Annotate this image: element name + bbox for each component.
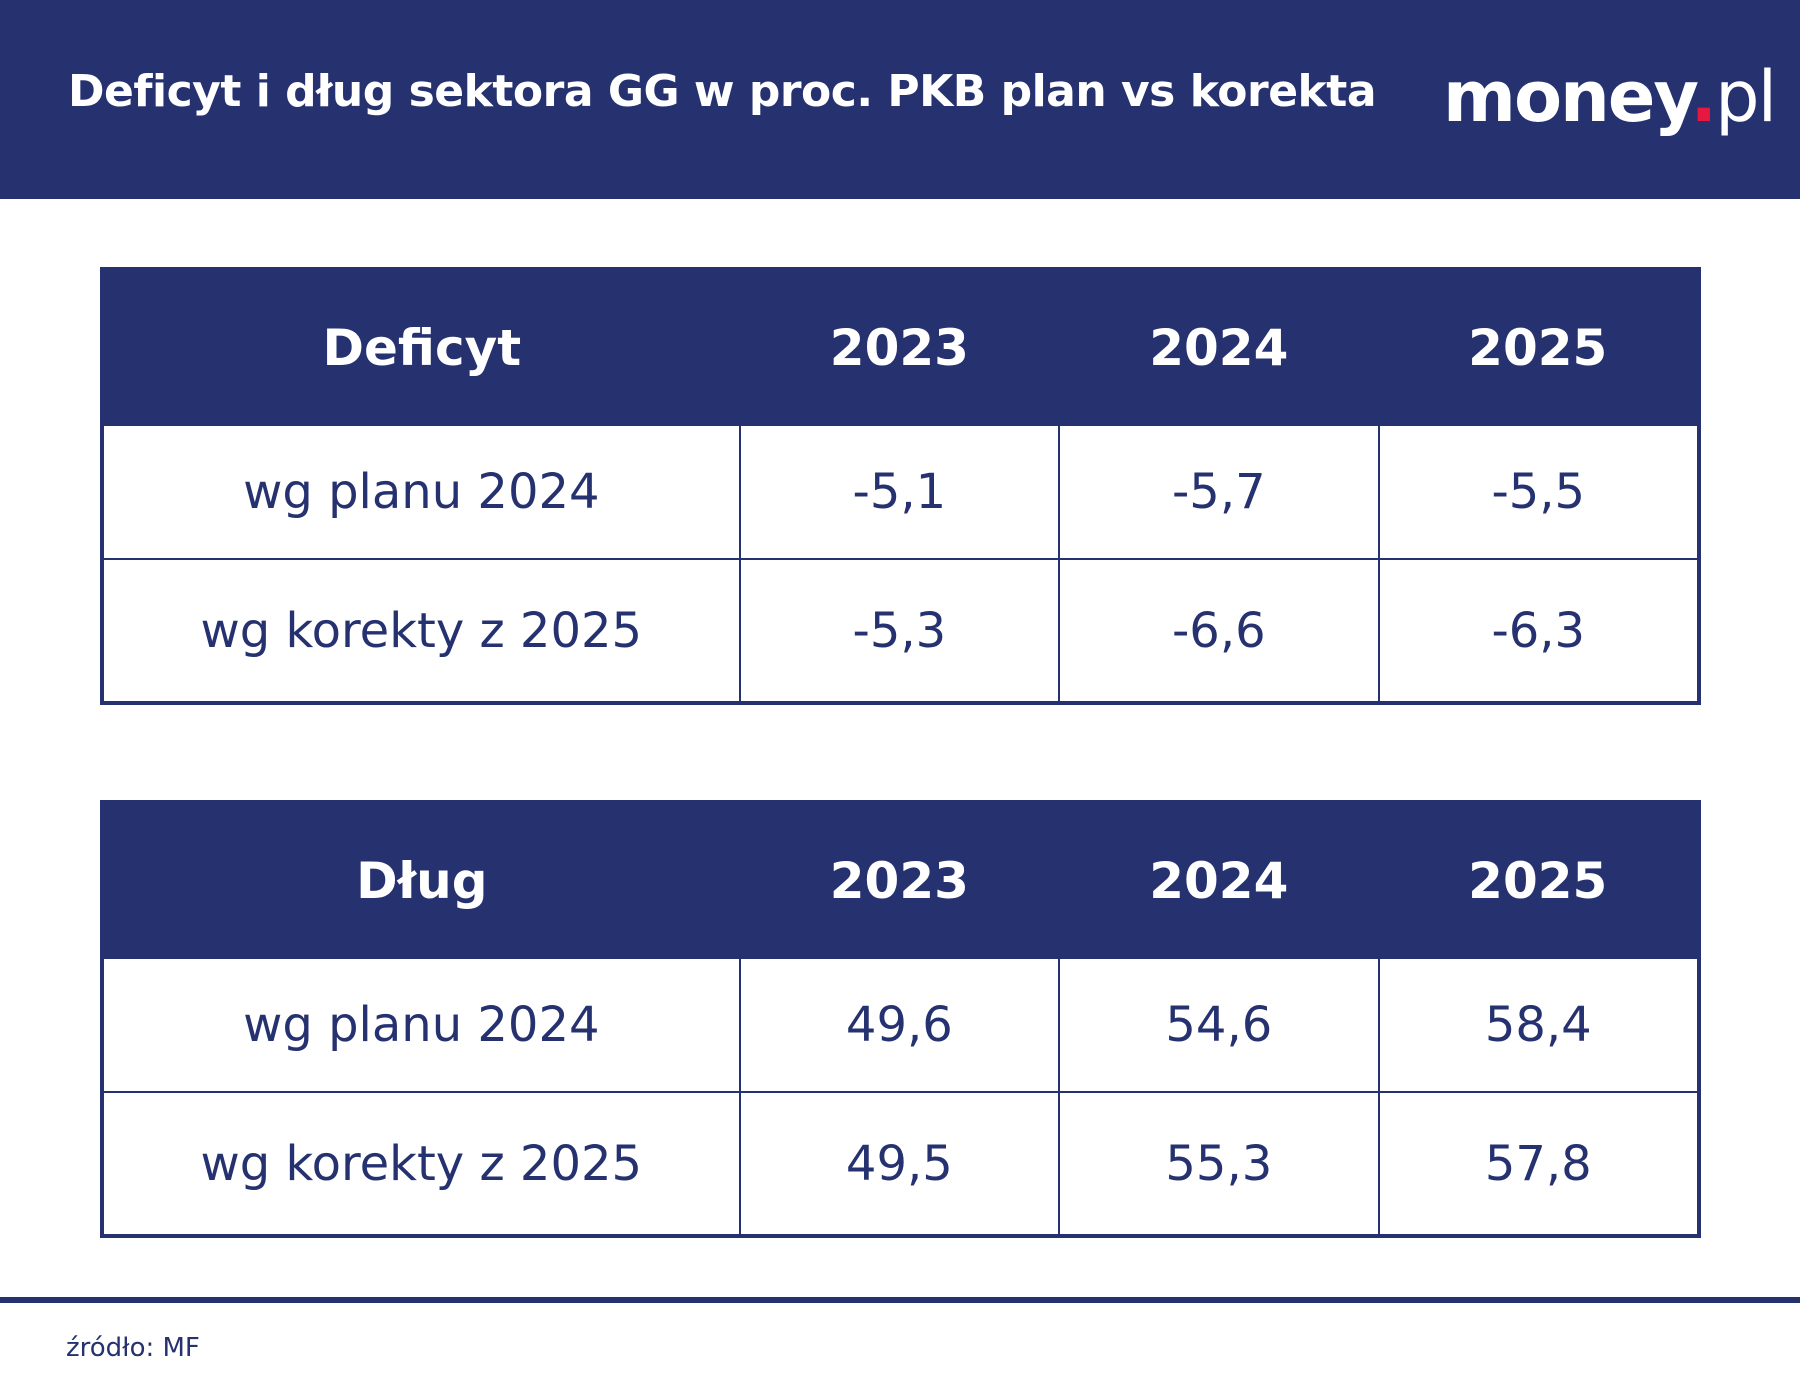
header-banner: Deficyt i dług sektora GG w proc. PKB pl… [0,0,1800,199]
table-cell: -5,7 [1058,424,1380,560]
table-cell: -5,3 [738,558,1061,704]
table-cell: 49,5 [738,1091,1061,1237]
source-note: źródło: MF [66,1333,200,1363]
table-cell: -6,6 [1058,558,1380,704]
row-label: wg planu 2024 [101,424,741,560]
deficit-table: Deficyt 2023 2024 2025 wg planu 2024 -5,… [100,267,1701,705]
column-header: Dług [102,802,740,958]
table-cell: 49,6 [738,957,1061,1093]
footer-divider [0,1297,1800,1303]
debt-table: Dług 2023 2024 2025 wg planu 2024 49,6 5… [100,800,1701,1238]
table-cell: 57,8 [1377,1091,1701,1237]
row-label: wg planu 2024 [101,957,741,1093]
table-row: wg korekty z 2025 -5,3 -6,6 -6,3 [101,558,1701,704]
table-header-row: Dług 2023 2024 2025 [102,802,1699,958]
money-pl-logo: money.pl [1443,56,1777,138]
row-label: wg korekty z 2025 [101,1091,741,1237]
table-cell: 58,4 [1377,957,1701,1093]
table-cell: -5,1 [738,424,1061,560]
table-row: wg korekty z 2025 49,5 55,3 57,8 [101,1091,1701,1237]
column-header: 2024 [1059,802,1379,958]
column-header: 2023 [739,269,1060,425]
table-cell: -5,5 [1377,424,1701,560]
column-header: Deficyt [102,269,740,425]
table-cell: 55,3 [1058,1091,1380,1237]
page-title: Deficyt i dług sektora GG w proc. PKB pl… [68,66,1377,117]
column-header: 2024 [1059,269,1379,425]
column-header: 2025 [1378,802,1699,958]
column-header: 2025 [1378,269,1699,425]
table-row: wg planu 2024 49,6 54,6 58,4 [101,957,1701,1093]
table-header-row: Deficyt 2023 2024 2025 [102,269,1699,425]
table-row: wg planu 2024 -5,1 -5,7 -5,5 [101,424,1701,560]
table-cell: 54,6 [1058,957,1380,1093]
row-label: wg korekty z 2025 [101,558,741,704]
column-header: 2023 [739,802,1060,958]
table-cell: -6,3 [1377,558,1701,704]
